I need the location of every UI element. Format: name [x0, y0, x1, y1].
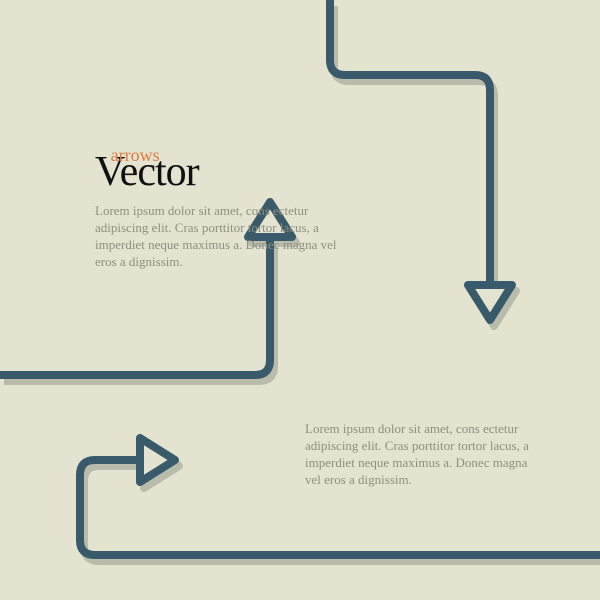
- title-accent: arrows: [111, 145, 160, 165]
- upper-text-block: Vector arrows Lorem ipsum dolor sit amet…: [95, 148, 340, 270]
- upper-body-copy: Lorem ipsum dolor sit amet, cons ectetur…: [95, 202, 340, 270]
- infographic-canvas: Vector arrows Lorem ipsum dolor sit amet…: [0, 0, 600, 600]
- arrows-svg: [0, 0, 600, 600]
- lower-body-copy: Lorem ipsum dolor sit amet, cons ectetur…: [305, 420, 530, 488]
- lower-text-block: Lorem ipsum dolor sit amet, cons ectetur…: [305, 420, 530, 488]
- title-line: Vector arrows: [95, 148, 340, 196]
